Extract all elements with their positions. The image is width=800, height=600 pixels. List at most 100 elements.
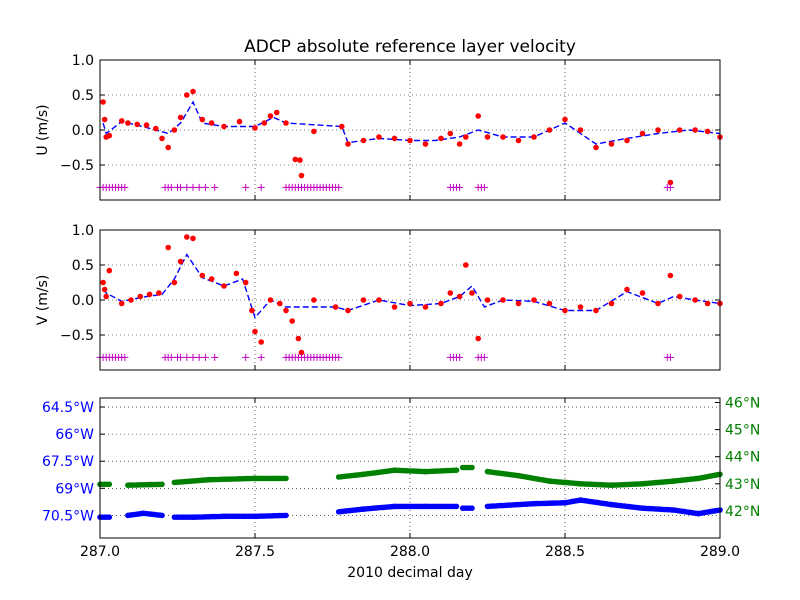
v-data-point <box>311 297 317 303</box>
longitude-track-segment <box>459 505 475 512</box>
longitude-track-segment <box>484 497 723 517</box>
v-data-point <box>252 328 258 335</box>
v-data-point <box>277 300 283 307</box>
v-flag-marker <box>257 353 265 361</box>
x-tick-label: 287.0 <box>80 544 120 560</box>
v-data-point <box>407 300 413 307</box>
u-data-point <box>593 144 599 151</box>
v-flag-marker <box>167 353 175 361</box>
v-flag-marker <box>211 353 219 361</box>
v-data-point <box>531 297 537 303</box>
u-data-point <box>267 113 274 119</box>
v-data-point <box>101 286 108 293</box>
latitude-track-segment <box>335 467 460 480</box>
u-data-point <box>273 109 280 116</box>
v-flag-marker <box>177 353 185 361</box>
latitude-track-segment <box>171 475 289 486</box>
x-axis-label: 2010 decimal day <box>347 565 472 581</box>
u-data-point <box>292 156 299 163</box>
v-y-tick-label: 0.0 <box>72 293 94 309</box>
v-flag-marker <box>242 353 250 361</box>
v-data-point <box>165 244 171 251</box>
v-data-point <box>667 272 674 279</box>
u-y-tick-label: 0.0 <box>72 123 94 139</box>
latitude-tick-label: 42°N <box>725 504 760 520</box>
v-flag-marker <box>183 353 191 361</box>
chart-title: ADCP absolute reference layer velocity <box>244 37 576 57</box>
latitude-track-point <box>106 481 113 488</box>
u-data-point <box>608 141 615 147</box>
v-data-point <box>190 235 196 242</box>
u-flag-marker <box>666 183 674 191</box>
v-flag-marker <box>189 353 197 361</box>
u-data-point <box>407 137 413 144</box>
u-y-tick-label: 1.0 <box>72 53 94 69</box>
latitude-track-segment <box>459 464 475 471</box>
v-data-point <box>233 270 240 277</box>
u-data-point <box>531 134 537 140</box>
longitude-track-segment <box>171 512 289 520</box>
u-data-point <box>311 128 317 135</box>
longitude-tick-label: 67.5°W <box>42 454 94 470</box>
longitude-track-segment <box>97 514 113 520</box>
u-flag-marker <box>211 183 219 191</box>
longitude-track-point <box>283 512 289 519</box>
u-data-point <box>655 127 661 133</box>
u-data-point <box>500 134 506 140</box>
u-flag-marker <box>183 183 191 191</box>
u-flag-marker <box>335 183 343 191</box>
latitude-track-segment <box>125 481 165 489</box>
u-flag-marker <box>242 183 250 191</box>
v-data-point <box>177 258 184 265</box>
v-data-point <box>608 300 615 307</box>
v-data-point <box>242 279 249 286</box>
v-flag-marker <box>201 353 209 361</box>
u-data-point <box>106 132 113 139</box>
position-panel: 64.5°W 66°W 67.5°W 69°W 70.5°W 46°N 45°N 44°N 43… <box>42 395 760 560</box>
u-data-point <box>704 128 711 135</box>
u-data-point <box>101 116 108 123</box>
v-data-point <box>184 234 190 240</box>
latitude-track-point <box>469 464 475 471</box>
v-panel: 1.0 0.5 0.0 −0.5 V (m/s) <box>35 223 723 371</box>
longitude-tick-label: 64.5°W <box>42 400 94 416</box>
x-tick-label: 288.5 <box>545 544 585 560</box>
longitude-track-point <box>469 505 475 512</box>
v-data-point <box>469 290 475 296</box>
v-data-point <box>103 293 109 300</box>
v-y-tick-label: 0.5 <box>72 258 94 274</box>
v-data-point <box>106 267 113 274</box>
u-data-point <box>475 113 482 119</box>
v-data-point <box>171 279 178 286</box>
v-flag-marker <box>666 353 674 361</box>
u-data-point <box>298 172 305 179</box>
u-data-point <box>190 88 196 95</box>
v-flag-marker <box>335 353 343 361</box>
u-data-point <box>100 99 106 105</box>
u-data-point <box>143 122 150 128</box>
u-data-point <box>134 121 140 128</box>
v-data-point <box>137 293 144 300</box>
u-data-point <box>676 127 683 133</box>
u-flag-marker <box>195 183 203 191</box>
u-data-point <box>283 120 289 126</box>
u-data-point <box>199 116 206 123</box>
v-data-point <box>624 286 630 293</box>
v-data-point <box>289 318 296 324</box>
position-frame <box>99 397 721 539</box>
u-data-point <box>184 92 190 98</box>
v-data-point <box>438 300 444 307</box>
v-frame <box>99 229 721 371</box>
v-data-point <box>199 272 206 279</box>
u-data-point <box>562 116 568 123</box>
latitude-tick-label: 44°N <box>725 450 760 466</box>
u-data-point <box>692 127 698 133</box>
u-flag-marker <box>189 183 197 191</box>
v-data-point <box>475 335 482 342</box>
u-data-point <box>177 114 184 121</box>
u-flag-marker <box>257 183 265 191</box>
latitude-tick-label: 43°N <box>725 477 760 493</box>
v-data-point <box>118 300 125 307</box>
v-data-point <box>298 349 305 356</box>
